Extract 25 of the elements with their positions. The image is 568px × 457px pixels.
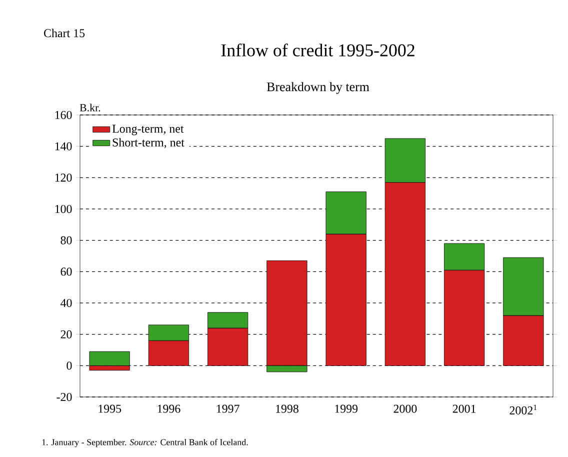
y-tick-label: 80: [60, 236, 72, 244]
legend-label: Long-term, net: [112, 124, 184, 136]
x-tick-label: 2002$^{1}$: [510, 404, 537, 414]
x-tick-label: 2001: [452, 404, 476, 413]
chart-title: Inflow of credit 1995-2002: [221, 44, 414, 56]
y-axis-title: B.kr.: [80, 104, 100, 112]
x-tick-label: 1995: [98, 404, 122, 413]
legend-label: Short-term, net: [112, 138, 184, 148]
y-tick-label: 40: [60, 298, 72, 308]
y-tick-label: 20: [60, 330, 72, 338]
y-tick-label: 0: [66, 362, 72, 370]
text: 1. January - September. Source: Central Bank of Iceland.: [42, 438, 248, 448]
y-tick-label: 120: [55, 174, 72, 182]
x-tick-label: 1998: [276, 404, 298, 413]
y-tick-label: 140: [55, 142, 72, 150]
x-tick-label: 1997: [216, 404, 240, 413]
y-tick-label: 160: [55, 110, 72, 120]
y-tick-label: 100: [55, 204, 72, 214]
chart-subtitle: Breakdown by term: [266, 82, 370, 94]
x-tick-label: 1996: [158, 404, 180, 413]
x-tick-label: 2000: [394, 404, 417, 413]
caption: Chart 15: [44, 28, 85, 38]
x-tick-label: 1999: [335, 404, 358, 413]
y-tick-label: 60: [60, 268, 72, 276]
y-tick-label: -20: [56, 392, 72, 402]
